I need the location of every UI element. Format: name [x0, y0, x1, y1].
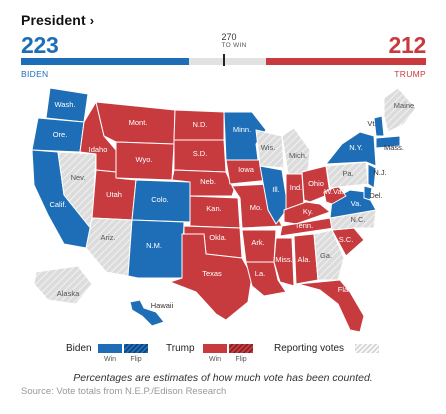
- state-mass[interactable]: [375, 135, 401, 149]
- state-label-n-d: N.D.: [193, 120, 208, 129]
- state-label-n-c: N.C.: [351, 215, 366, 224]
- state-n-j[interactable]: [367, 163, 377, 189]
- chevron-right-icon: ›: [89, 13, 95, 28]
- legend-trump-win-swatch: [203, 344, 227, 353]
- state-miss[interactable]: [273, 237, 295, 287]
- legend-biden-win-swatch: [98, 344, 122, 353]
- state-ga[interactable]: [313, 229, 345, 281]
- race-title: President: [21, 12, 86, 28]
- legend-biden-win-label: Win: [103, 356, 117, 363]
- state-vt[interactable]: [373, 115, 385, 137]
- state-n-m[interactable]: [127, 219, 185, 279]
- state-label-neb: Neb.: [200, 177, 216, 186]
- legend-trump-flip-swatch: [229, 344, 253, 353]
- state-label-kan: Kan.: [206, 204, 221, 213]
- electoral-vote-bar: [21, 54, 426, 66]
- state-label-wyo: Wyo.: [135, 155, 152, 164]
- legend-reporting-label: Reporting votes: [274, 343, 345, 354]
- state-texas[interactable]: [169, 233, 253, 321]
- state-label-mo: Mo.: [250, 203, 263, 212]
- biden-name: BIDEN: [21, 69, 49, 79]
- state-label-s-d: S.D.: [193, 149, 208, 158]
- state-label-wash: Wash.: [55, 100, 76, 109]
- state-label-idaho: Idaho: [89, 145, 108, 154]
- state-label-mass: Mass.: [384, 143, 404, 152]
- state-label-minn: Minn.: [233, 125, 251, 134]
- legend-biden-flip-swatch: [124, 344, 148, 353]
- state-label-ill: Ill.: [272, 185, 280, 194]
- state-wis[interactable]: [255, 129, 285, 169]
- state-label-colo: Colo.: [151, 195, 169, 204]
- state-label-texas: Texas: [202, 269, 222, 278]
- state-hawaii[interactable]: [129, 299, 165, 327]
- trump-bar-fill: [266, 58, 426, 65]
- source-line: Source: Vote totals from N.E.P./Edison R…: [21, 386, 227, 397]
- state-fla[interactable]: [297, 279, 365, 333]
- state-label-nev: Nev.: [71, 173, 86, 182]
- state-label-wis: Wis.: [261, 143, 276, 152]
- legend-biden-label: Biden: [66, 343, 92, 354]
- biden-bar-fill: [21, 58, 189, 65]
- state-label-fla: Fla.: [338, 285, 351, 294]
- legend-trump-win-label: Win: [208, 356, 222, 363]
- state-label-iowa: Iowa: [238, 165, 255, 174]
- state-neb[interactable]: [171, 169, 235, 197]
- trump-name: TRUMP: [394, 69, 426, 79]
- state-del[interactable]: [363, 185, 373, 201]
- to-win-marker: 270 TO WIN: [221, 32, 247, 49]
- state-maine[interactable]: [383, 87, 417, 133]
- state-ohio[interactable]: [301, 165, 331, 203]
- state-label-hawaii: Hawaii: [151, 301, 174, 310]
- state-label-pa: Pa.: [342, 169, 353, 178]
- state-label-n-j: N.J.: [373, 168, 386, 177]
- state-label-calif: Calif.: [49, 200, 66, 209]
- state-label-n-m: N.M.: [146, 241, 162, 250]
- state-mich[interactable]: [281, 127, 311, 175]
- trump-electoral-votes: 212: [388, 32, 427, 58]
- us-electoral-map: Wash. Ore. Calif. Nev. Idaho Mont. Wyo. Utah Ari…: [31, 87, 417, 333]
- state-label-ore: Ore.: [53, 130, 68, 139]
- state-label-ark: Ark.: [251, 238, 264, 247]
- to-win-tick: [222, 54, 225, 66]
- state-label-mich: Mich.: [289, 151, 307, 160]
- biden-electoral-votes: 223: [21, 32, 59, 58]
- state-label-mont: Mont.: [129, 118, 148, 127]
- state-label-vt: Vt.: [367, 119, 376, 128]
- state-label-tenn: Tenn.: [295, 221, 313, 230]
- state-label-ohio: Ohio: [308, 179, 324, 188]
- legend-trump-label: Trump: [166, 343, 195, 354]
- state-label-utah: Utah: [106, 190, 122, 199]
- state-label-n-y: N.Y.: [349, 143, 363, 152]
- estimate-note: Percentages are estimates of how much vo…: [73, 372, 373, 384]
- state-label-del: Del.: [369, 191, 382, 200]
- state-label-w-va: W.Va.: [324, 187, 343, 196]
- state-ill[interactable]: [259, 165, 289, 225]
- legend-trump-flip-label: Flip: [235, 356, 247, 363]
- state-n-y[interactable]: [325, 131, 377, 167]
- state-label-miss: Miss.: [275, 255, 293, 264]
- state-label-maine: Maine: [394, 101, 414, 110]
- state-label-alaska: Alaska: [57, 289, 80, 298]
- state-label-okla: Okla.: [209, 233, 227, 242]
- state-alaska[interactable]: [33, 265, 93, 305]
- state-label-ga: Ga.: [320, 251, 332, 260]
- state-ky[interactable]: [283, 201, 331, 225]
- state-label-la: La.: [255, 269, 265, 278]
- state-label-ala: Ala.: [298, 255, 311, 264]
- state-label-ind: Ind.: [290, 183, 303, 192]
- to-win-label: TO WIN: [221, 42, 247, 49]
- state-label-ariz: Ariz.: [101, 233, 116, 242]
- state-label-ky: Ky.: [303, 207, 313, 216]
- state-ariz[interactable]: [85, 217, 133, 277]
- state-label-s-c: S.C.: [339, 235, 354, 244]
- race-header[interactable]: President ›: [21, 12, 94, 28]
- to-win-number: 270: [221, 32, 237, 42]
- state-label-va: Va.: [351, 199, 362, 208]
- legend-biden-flip-label: Flip: [130, 356, 142, 363]
- legend-reporting-swatch: [355, 344, 379, 353]
